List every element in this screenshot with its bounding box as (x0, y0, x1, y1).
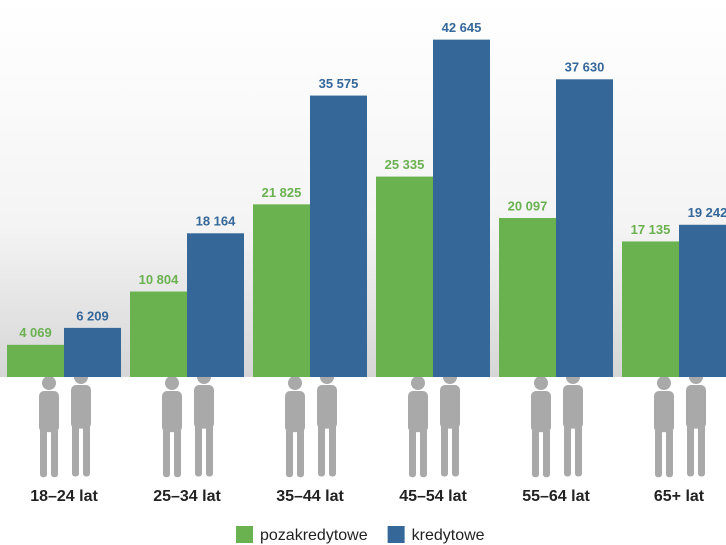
person-silhouette (408, 376, 428, 477)
person-silhouette (194, 370, 214, 477)
bar (622, 241, 679, 377)
bar (130, 292, 187, 377)
x-tick-label: 65+ lat (654, 488, 705, 505)
value-label: 21 825 (262, 185, 302, 200)
chart: 18–24 lat 4 069 6 209 25–34 lat 10 804 18 164… (0, 0, 726, 545)
bar (376, 177, 433, 377)
bar (310, 96, 367, 377)
value-label: 37 630 (565, 60, 605, 75)
x-tick-label: 45–54 lat (399, 488, 467, 505)
value-label: 35 575 (319, 76, 359, 91)
person-silhouette (39, 376, 59, 477)
value-label: 19 242 (688, 205, 726, 220)
value-label: 17 135 (631, 222, 671, 237)
person-silhouette (686, 370, 706, 477)
person-silhouette (71, 370, 91, 477)
x-tick-label: 25–34 lat (153, 488, 221, 505)
legend-label: pozakredytowe (260, 527, 368, 544)
legend-swatch (236, 526, 253, 543)
bar (556, 79, 613, 377)
bar (187, 233, 244, 377)
x-tick-label: 55–64 lat (522, 488, 590, 505)
person-silhouette (440, 370, 460, 477)
legend-swatch (388, 526, 405, 543)
person-silhouette (317, 370, 337, 477)
bar (253, 204, 310, 377)
bar (679, 225, 726, 377)
value-label: 20 097 (508, 198, 548, 213)
person-silhouette (285, 376, 305, 477)
value-label: 10 804 (139, 272, 180, 287)
person-silhouette (531, 376, 551, 477)
value-label: 25 335 (385, 157, 425, 172)
x-tick-label: 18–24 lat (30, 488, 98, 505)
value-label: 18 164 (196, 214, 237, 229)
person-silhouette (654, 376, 674, 477)
value-label: 42 645 (442, 20, 482, 35)
bar (7, 345, 64, 377)
person-silhouette (162, 376, 182, 477)
value-label: 6 209 (76, 308, 109, 323)
bar (433, 40, 490, 377)
legend-label: kredytowe (412, 527, 485, 544)
x-tick-label: 35–44 lat (276, 488, 344, 505)
bar (499, 218, 556, 377)
bar (64, 328, 121, 377)
person-silhouette (563, 370, 583, 477)
value-label: 4 069 (19, 325, 52, 340)
